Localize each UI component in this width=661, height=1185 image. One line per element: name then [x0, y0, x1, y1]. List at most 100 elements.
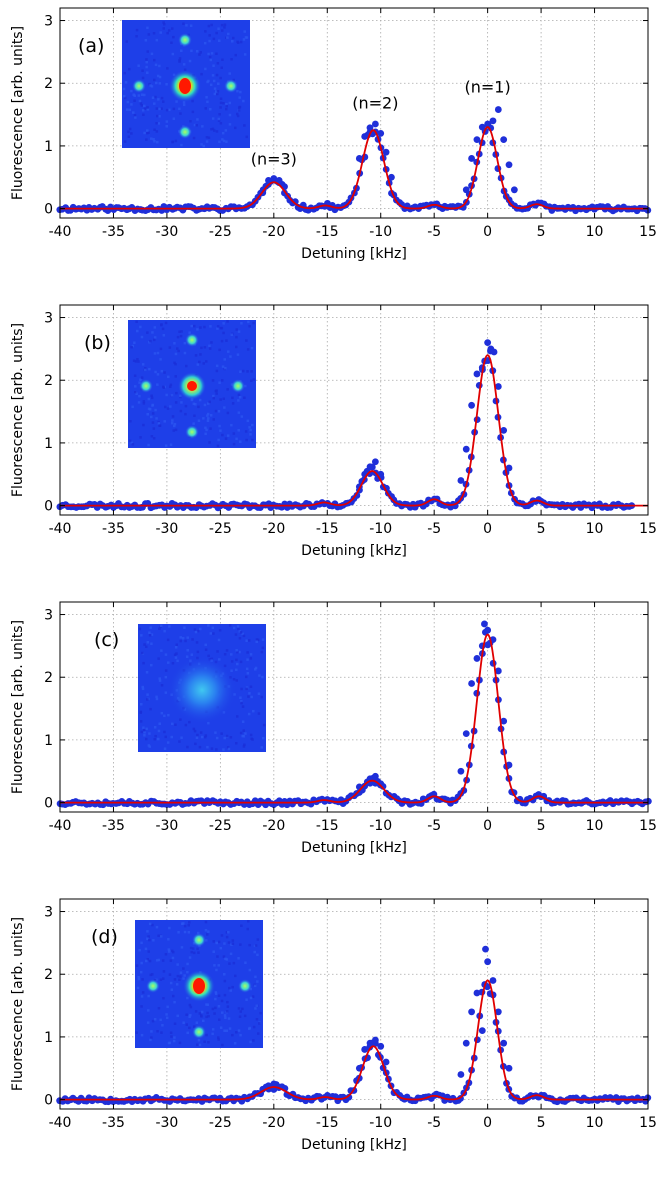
inset-speckle — [211, 117, 215, 120]
inset-speckle — [169, 959, 173, 962]
inset-speckle — [247, 920, 250, 923]
inset-speckle — [237, 109, 241, 112]
inset-speckle — [155, 38, 159, 42]
inset-speckle — [215, 90, 218, 93]
inset-speckle — [130, 103, 133, 106]
data-point — [494, 1008, 502, 1016]
inset-speckle — [217, 119, 221, 122]
inset-speckle — [174, 401, 178, 404]
inset-speckle — [200, 346, 203, 350]
inset-speckle — [217, 438, 220, 442]
inset-speckle — [218, 113, 221, 116]
inset-speckle — [198, 360, 201, 364]
inset-speckle — [204, 432, 207, 436]
x-tick-label: -40 — [49, 1115, 72, 1131]
inset-speckle — [128, 127, 132, 131]
x-tick-label: -20 — [262, 1115, 285, 1131]
inset-speckle — [140, 104, 143, 107]
inset-speckle — [203, 403, 207, 407]
x-tick-label: 15 — [639, 1115, 657, 1131]
inset-speckle — [135, 28, 139, 32]
data-point — [494, 667, 502, 675]
x-tick-label: -30 — [155, 818, 178, 834]
inset-speckle — [197, 951, 200, 954]
data-point — [494, 106, 502, 113]
inset-speckle — [235, 679, 238, 682]
y-tick-label: 3 — [44, 905, 53, 921]
inset-speckle — [205, 939, 208, 942]
inset-speckle — [145, 737, 148, 741]
inset-speckle — [171, 956, 175, 960]
inset-speckle — [212, 79, 216, 83]
inset-speckle — [151, 1019, 155, 1023]
inset-speckle — [158, 627, 161, 630]
inset-speckle — [252, 709, 255, 713]
inset-speckle — [229, 355, 232, 358]
inset-speckle — [143, 368, 147, 372]
inset-speckle — [138, 99, 142, 103]
inset-speckle — [192, 136, 196, 140]
inset-speckle — [249, 685, 253, 688]
inset-speckle — [254, 1007, 257, 1010]
inset-speckle — [162, 21, 165, 24]
inset-speckle — [225, 734, 229, 738]
inset-speckle — [239, 660, 243, 664]
inset-speckle — [186, 636, 189, 639]
inset-speckle — [241, 632, 244, 636]
inset-speckle — [185, 1023, 188, 1026]
peak-annotation: (n=2) — [352, 93, 398, 112]
inset-speckle — [157, 122, 161, 125]
inset-speckle — [169, 385, 172, 388]
inset-speckle — [152, 437, 156, 440]
inset-speckle — [150, 137, 153, 140]
inset-speckle — [196, 733, 199, 737]
inset-speckle — [196, 328, 199, 331]
inset-speckle — [245, 675, 248, 679]
inset-speckle — [142, 661, 145, 665]
inset-speckle — [141, 687, 145, 691]
x-tick-label: 5 — [537, 818, 546, 834]
inset-speckle — [180, 401, 183, 404]
inset-speckle — [176, 659, 179, 663]
inset-speckle — [136, 358, 139, 361]
inset-speckle — [216, 327, 219, 330]
inset-speckle — [159, 1018, 162, 1022]
inset-speckle — [152, 138, 155, 141]
inset-speckle — [238, 1015, 242, 1018]
inset-speckle — [223, 26, 226, 29]
inset-image — [138, 624, 266, 752]
data-point — [473, 989, 481, 997]
inset-speckle — [133, 341, 136, 344]
inset-speckle — [182, 977, 185, 980]
inset-speckle — [223, 358, 226, 361]
inset-speckle — [232, 442, 236, 446]
x-tick-label: -10 — [369, 521, 392, 537]
inset-speckle — [218, 658, 221, 661]
inset-speckle — [208, 344, 211, 348]
y-axis-label: Fluorescence [arb. units] — [10, 620, 26, 794]
inset-speckle — [146, 50, 149, 53]
inset-speckle — [215, 968, 218, 972]
x-axis-label: Detuning [kHz] — [301, 543, 407, 559]
y-tick-label: 2 — [44, 670, 53, 686]
inset-speckle — [157, 737, 160, 741]
x-tick-label: -40 — [49, 521, 72, 537]
inset-speckle — [204, 67, 207, 71]
inset-speckle — [236, 650, 239, 654]
inset-speckle — [165, 1016, 169, 1020]
inset-speckle — [222, 955, 226, 958]
inset-speckle — [146, 331, 149, 334]
inset-speckle — [203, 325, 206, 329]
inset-speckle — [145, 65, 148, 69]
axes-frame — [59, 898, 649, 1110]
inset-speckle — [232, 626, 236, 630]
inset-speckle — [249, 1040, 252, 1044]
inset-speckle — [219, 76, 222, 80]
inset-speckle — [237, 330, 241, 333]
inset-speckle — [216, 955, 219, 958]
inset-speckle — [173, 1000, 176, 1004]
inset-speckle — [259, 1011, 262, 1015]
inset-speckle — [255, 1018, 259, 1021]
inset-speckle — [163, 730, 166, 734]
inset-speckle — [244, 384, 247, 388]
